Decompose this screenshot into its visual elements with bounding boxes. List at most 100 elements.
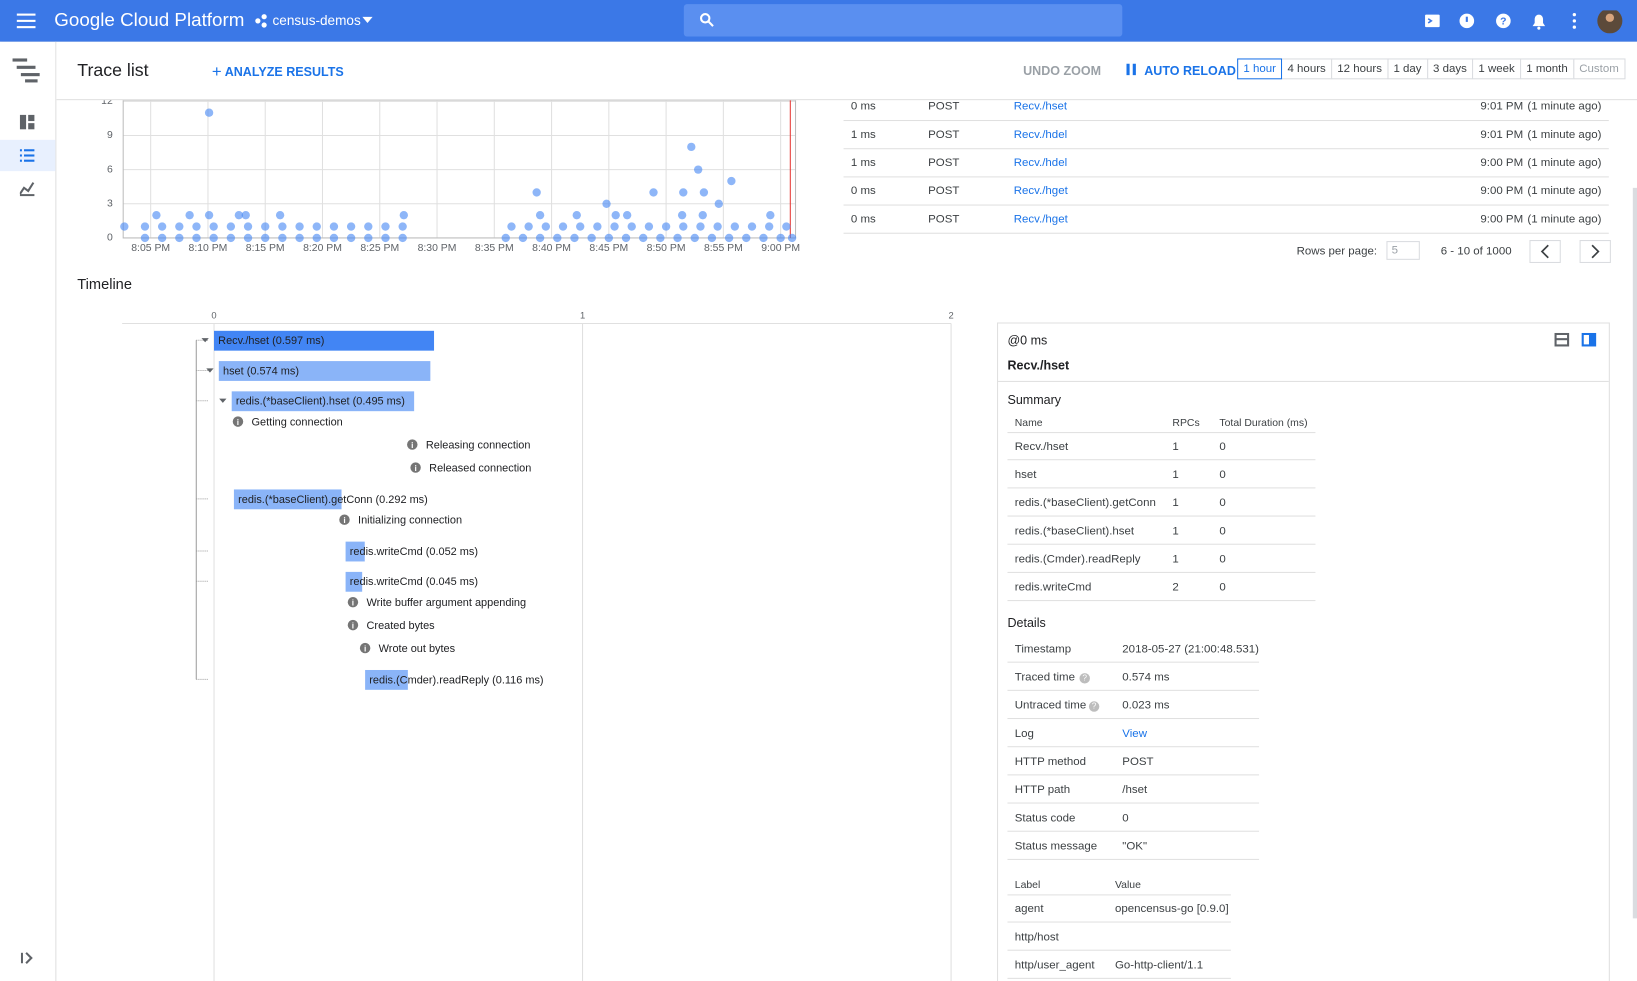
undo-zoom[interactable]: UNDO ZOOM — [1023, 63, 1102, 79]
trace-list-icon[interactable] — [19, 148, 35, 163]
trace-point[interactable] — [673, 233, 682, 243]
trace-point[interactable] — [192, 233, 201, 243]
trace-point[interactable] — [152, 210, 161, 220]
trace-point[interactable] — [759, 233, 768, 243]
trace-point[interactable] — [140, 222, 150, 231]
trace-cell[interactable]: Recv./hdel — [1013, 156, 1068, 170]
trace-point[interactable] — [241, 210, 250, 220]
trace-point[interactable] — [398, 222, 407, 231]
trace-point[interactable] — [593, 222, 602, 231]
range-button[interactable]: 1 day — [1387, 58, 1428, 80]
trace-point[interactable] — [364, 222, 373, 231]
trace-point[interactable] — [535, 233, 545, 243]
trace-point[interactable] — [329, 233, 339, 243]
prev-page[interactable] — [1529, 240, 1561, 263]
span-bar[interactable] — [214, 330, 435, 351]
trace-point[interactable] — [558, 222, 568, 231]
trace-point[interactable] — [747, 222, 757, 231]
trace-point[interactable] — [679, 188, 688, 197]
trace-point[interactable] — [209, 222, 218, 231]
trace-point[interactable] — [209, 233, 218, 243]
trace-point[interactable] — [399, 210, 408, 220]
trace-point[interactable] — [644, 222, 654, 231]
range-button[interactable]: 1 week — [1472, 58, 1522, 80]
span-bar[interactable] — [345, 571, 363, 592]
trace-point[interactable] — [541, 222, 551, 231]
trace-point[interactable] — [787, 233, 797, 243]
trace-point[interactable] — [627, 222, 636, 231]
trace-point[interactable] — [699, 188, 709, 197]
menu-icon[interactable] — [16, 11, 38, 30]
trace-point[interactable] — [727, 176, 736, 186]
trace-point[interactable] — [690, 233, 699, 243]
header-icons[interactable]: ? — [1420, 10, 1629, 34]
trace-point[interactable] — [278, 222, 287, 231]
trace-point[interactable] — [226, 233, 236, 243]
trace-point[interactable] — [742, 233, 751, 243]
span-bar[interactable] — [218, 361, 431, 381]
expand-caret[interactable] — [219, 398, 227, 403]
trace-point[interactable] — [611, 210, 620, 220]
search-box[interactable] — [683, 4, 1123, 37]
trace-point[interactable] — [698, 210, 707, 220]
rows-per-page-select[interactable]: 5 — [1386, 241, 1420, 260]
expand-nav[interactable] — [20, 952, 34, 965]
trace-point[interactable] — [312, 233, 321, 243]
trace-point[interactable] — [346, 222, 356, 231]
trace-point[interactable] — [766, 210, 775, 220]
trace-point[interactable] — [204, 210, 214, 220]
trace-point[interactable] — [192, 222, 201, 231]
overview-icon[interactable] — [19, 114, 35, 130]
trace-point[interactable] — [346, 233, 356, 243]
trace-point[interactable] — [687, 142, 696, 152]
trace-cell[interactable]: Recv./hget — [1013, 212, 1068, 226]
trace-point[interactable] — [185, 210, 194, 220]
trace-point[interactable] — [120, 222, 129, 231]
layout-toggle[interactable] — [1554, 332, 1597, 348]
trace-point[interactable] — [243, 222, 253, 231]
trace-point[interactable] — [535, 210, 545, 220]
trace-point[interactable] — [329, 222, 339, 231]
range-button[interactable]: 1 month — [1519, 58, 1575, 80]
trace-point[interactable] — [518, 233, 528, 243]
analyze-button[interactable]: + ANALYZE RESULTS — [211, 63, 344, 82]
trace-point[interactable] — [381, 233, 390, 243]
trace-point[interactable] — [553, 233, 562, 243]
trace-point[interactable] — [587, 233, 596, 243]
trace-point[interactable] — [677, 210, 687, 220]
trace-point[interactable] — [398, 233, 407, 243]
trace-point[interactable] — [656, 233, 665, 243]
table-cell[interactable]: View — [1122, 727, 1147, 740]
trace-point[interactable] — [312, 222, 321, 231]
product-name[interactable]: Google Cloud Platform — [54, 9, 245, 31]
trace-point[interactable] — [765, 222, 774, 231]
auto-reload[interactable]: AUTO RELOAD — [1144, 63, 1236, 79]
span-bar[interactable] — [345, 541, 365, 562]
trace-point[interactable] — [622, 210, 632, 220]
range-button[interactable]: 3 days — [1426, 58, 1474, 80]
trace-point[interactable] — [604, 233, 614, 243]
range-button[interactable]: 12 hours — [1331, 58, 1389, 80]
range-button[interactable]: Custom — [1572, 58, 1626, 80]
trace-point[interactable] — [175, 233, 184, 243]
trace-point[interactable] — [776, 233, 785, 243]
trace-point[interactable] — [275, 210, 285, 220]
trace-point[interactable] — [621, 233, 631, 243]
trace-point[interactable] — [381, 222, 390, 231]
trace-point[interactable] — [649, 188, 658, 197]
trace-point[interactable] — [261, 233, 270, 243]
trace-point[interactable] — [295, 233, 304, 243]
trace-point[interactable] — [234, 210, 244, 220]
trace-point[interactable] — [696, 222, 705, 231]
trace-cell[interactable]: Recv./hdel — [1013, 128, 1068, 141]
expand-caret[interactable] — [201, 338, 209, 343]
trace-point[interactable] — [532, 188, 541, 197]
trace-point[interactable] — [261, 222, 270, 231]
trace-point[interactable] — [278, 233, 287, 243]
trace-point[interactable] — [610, 222, 619, 231]
span-bar[interactable] — [231, 391, 415, 412]
trace-point[interactable] — [707, 233, 717, 243]
trace-point[interactable] — [157, 233, 167, 243]
range-button[interactable]: 4 hours — [1281, 58, 1333, 80]
next-page[interactable] — [1579, 240, 1611, 263]
